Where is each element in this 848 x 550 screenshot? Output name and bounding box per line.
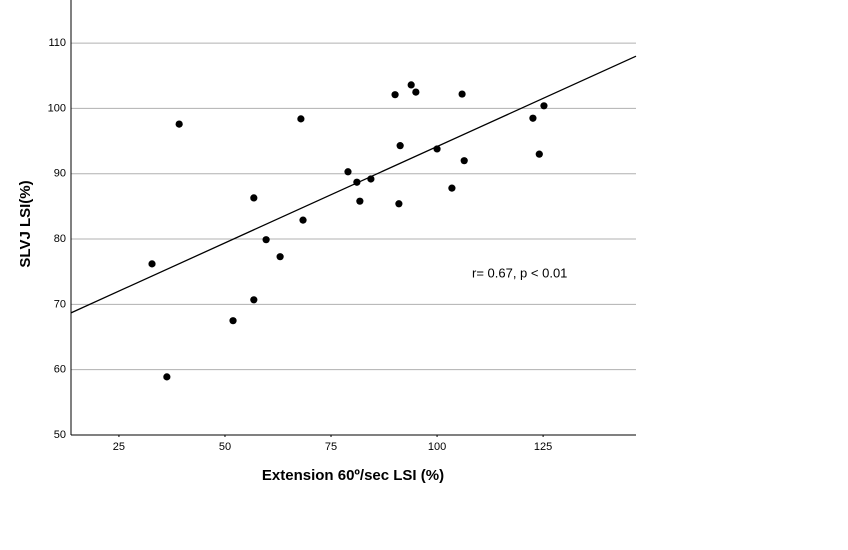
point (297, 115, 305, 123)
point (356, 197, 364, 205)
point (175, 120, 183, 128)
point (535, 150, 543, 158)
point (433, 145, 441, 153)
x-tick-label: 125 (534, 441, 552, 453)
point (353, 178, 361, 186)
point (299, 216, 307, 224)
annotation: r= 0.67, p < 0.01 (472, 265, 567, 280)
y-tick-label: 50 (54, 429, 66, 441)
point (407, 81, 415, 89)
point (529, 114, 537, 122)
y-tick-label: 90 (54, 168, 66, 180)
fit-line (70, 55, 637, 314)
x-tick-label: 100 (428, 441, 446, 453)
y-axis-title: SLVJ LSI(%) (17, 180, 34, 267)
x-tick-label: 75 (325, 441, 337, 453)
point (262, 236, 270, 244)
point (148, 260, 156, 268)
x-axis-title: Extension 60º/sec LSI (%) (262, 467, 444, 484)
point (458, 90, 466, 98)
point (412, 88, 420, 96)
y-tick-label: 60 (54, 364, 66, 376)
y-tick-label: 70 (54, 298, 66, 310)
point (163, 373, 171, 381)
y-tick-label: 80 (54, 233, 66, 245)
point (367, 175, 375, 183)
point (344, 168, 352, 176)
point (276, 253, 284, 261)
point (448, 184, 456, 192)
point (395, 200, 403, 208)
point (540, 102, 548, 110)
point (229, 317, 237, 325)
y-tick-label: 110 (48, 37, 66, 49)
x-tick-label: 25 (113, 441, 125, 453)
point (391, 91, 399, 99)
point (396, 142, 404, 150)
y-tick-label: 100 (48, 102, 66, 114)
x-tick-label: 50 (219, 441, 231, 453)
point (460, 157, 468, 165)
point (250, 194, 258, 202)
point (250, 296, 258, 304)
